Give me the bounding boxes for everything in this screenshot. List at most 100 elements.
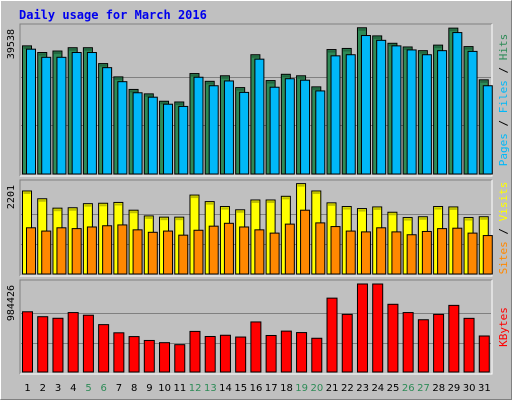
bar-files-day-18 bbox=[284, 78, 295, 175]
bar-top-visits-day-31 bbox=[480, 217, 488, 220]
panel-border-top-left bbox=[19, 279, 492, 374]
bar-sites-day-15 bbox=[239, 226, 250, 275]
bar-top-visits-day-26 bbox=[404, 218, 412, 221]
bar-sites-day-17 bbox=[269, 232, 280, 275]
bar-top-hits-day-11 bbox=[175, 102, 183, 105]
side-legend-separator: / bbox=[497, 221, 510, 241]
bar-files-day-21 bbox=[330, 55, 341, 175]
bar-files-day-16 bbox=[254, 58, 265, 175]
x-tick-label: 12 bbox=[189, 383, 202, 394]
x-tick-label: 20 bbox=[311, 383, 324, 394]
bar-files-day-13 bbox=[208, 85, 219, 175]
bar-top-visits-day-24 bbox=[373, 207, 381, 210]
bar-kbytes-day-11 bbox=[174, 344, 186, 373]
bar-kbytes-day-18 bbox=[280, 330, 292, 373]
bar-kbytes-day-22 bbox=[341, 313, 353, 373]
bar-kbytes-day-26 bbox=[402, 312, 414, 373]
bar-top-hits-day-23 bbox=[358, 28, 366, 31]
bar-sites-day-11 bbox=[178, 234, 189, 275]
panel-0: 39538 bbox=[6, 23, 493, 177]
x-tick-label: 25 bbox=[387, 383, 400, 394]
bar-files-day-11 bbox=[178, 105, 189, 175]
bar-files-day-3 bbox=[56, 56, 67, 175]
bar-top-hits-day-16 bbox=[251, 55, 259, 58]
bar-kbytes-day-23 bbox=[356, 283, 368, 373]
bar-kbytes-day-15 bbox=[235, 336, 247, 373]
bar-kbytes-day-8 bbox=[128, 336, 140, 373]
bar-top-hits-day-27 bbox=[419, 51, 427, 54]
bar-top-visits-day-4 bbox=[69, 208, 77, 211]
bar-top-hits-day-1 bbox=[23, 46, 31, 49]
x-tick-label: 14 bbox=[219, 383, 232, 394]
bar-top-hits-day-31 bbox=[480, 80, 488, 83]
bar-sites-day-19 bbox=[300, 209, 311, 275]
bar-top-hits-day-14 bbox=[221, 76, 229, 79]
bar-top-hits-day-5 bbox=[84, 48, 92, 51]
bar-files-day-31 bbox=[482, 85, 493, 175]
bar-top-visits-day-12 bbox=[190, 196, 198, 199]
bar-sites-day-14 bbox=[223, 222, 234, 275]
bar-top-visits-day-13 bbox=[206, 202, 214, 205]
bar-kbytes-day-31 bbox=[478, 335, 490, 373]
bar-top-hits-day-20 bbox=[312, 87, 320, 90]
bar-sites-day-21 bbox=[330, 226, 341, 275]
bar-top-visits-day-18 bbox=[282, 197, 290, 200]
x-tick-label: 18 bbox=[280, 383, 293, 394]
bar-top-visits-day-17 bbox=[267, 200, 275, 203]
bar-top-visits-day-20 bbox=[312, 191, 320, 194]
bar-files-day-24 bbox=[376, 39, 387, 175]
bar-kbytes-day-5 bbox=[82, 314, 94, 373]
x-tick-label: 17 bbox=[265, 383, 278, 394]
bar-kbytes-day-6 bbox=[98, 324, 110, 373]
bar-kbytes-day-12 bbox=[189, 330, 201, 373]
panel-border-top-left bbox=[19, 23, 492, 176]
bar-sites-day-5 bbox=[86, 226, 97, 275]
bar-sites-day-27 bbox=[421, 230, 432, 275]
bar-top-visits-day-25 bbox=[388, 213, 396, 216]
bar-top-visits-day-16 bbox=[251, 200, 259, 203]
x-tick-label: 11 bbox=[174, 383, 187, 394]
bar-files-day-1 bbox=[26, 48, 36, 175]
bar-top-hits-day-21 bbox=[328, 50, 336, 53]
bar-top-hits-day-19 bbox=[297, 76, 305, 79]
x-tick-label: 3 bbox=[55, 383, 61, 394]
x-tick-label: 1 bbox=[24, 383, 30, 394]
bar-sites-day-20 bbox=[315, 222, 326, 275]
bar-top-hits-day-15 bbox=[236, 88, 244, 91]
bar-top-visits-day-28 bbox=[434, 207, 442, 210]
chart-title: Daily usage for March 2016 bbox=[19, 8, 207, 22]
bar-files-day-5 bbox=[86, 52, 97, 175]
x-tick-label: 23 bbox=[356, 383, 369, 394]
bar-kbytes-day-19 bbox=[296, 332, 308, 373]
bar-files-day-7 bbox=[117, 81, 128, 175]
side-legend-sites: Sites bbox=[497, 241, 510, 274]
bar-files-day-8 bbox=[132, 92, 143, 175]
bar-top-hits-day-22 bbox=[343, 49, 351, 52]
x-tick-label: 26 bbox=[402, 383, 415, 394]
bar-top-hits-day-2 bbox=[38, 53, 46, 56]
bar-kbytes-day-7 bbox=[113, 332, 125, 373]
bar-sites-day-12 bbox=[193, 229, 204, 275]
bar-files-day-14 bbox=[223, 80, 234, 175]
x-tick-label: 27 bbox=[417, 383, 430, 394]
bar-files-day-9 bbox=[147, 96, 158, 175]
panel-1: 2201 bbox=[6, 179, 493, 277]
bar-sites-day-2 bbox=[41, 230, 52, 275]
x-tick-label: 29 bbox=[448, 383, 461, 394]
x-tick-label: 21 bbox=[326, 383, 339, 394]
panel-border-bottom-right bbox=[20, 24, 493, 177]
bar-top-hits-day-30 bbox=[465, 47, 473, 50]
bar-files-day-15 bbox=[239, 91, 250, 175]
bar-top-hits-day-17 bbox=[267, 81, 275, 84]
bar-sites-day-22 bbox=[345, 230, 356, 275]
bar-top-visits-day-30 bbox=[465, 218, 473, 221]
x-tick-label: 16 bbox=[250, 383, 263, 394]
bar-kbytes-day-9 bbox=[143, 339, 155, 373]
bar-top-visits-day-5 bbox=[84, 204, 92, 207]
bar-sites-day-9 bbox=[147, 231, 158, 275]
bar-sites-day-8 bbox=[132, 229, 143, 275]
bar-top-visits-day-6 bbox=[99, 204, 107, 207]
bar-kbytes-day-29 bbox=[448, 304, 460, 373]
bar-top-visits-day-15 bbox=[236, 210, 244, 213]
bar-top-hits-day-12 bbox=[190, 74, 198, 77]
